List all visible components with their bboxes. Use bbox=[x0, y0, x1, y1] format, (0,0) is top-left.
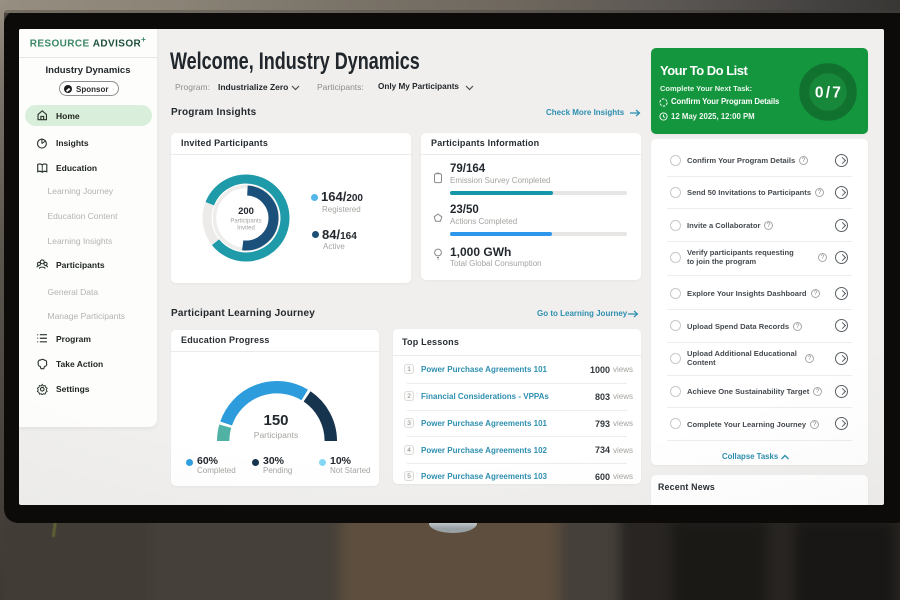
svg-text:200: 200 bbox=[238, 206, 254, 217]
svg-text:Invited: Invited bbox=[237, 225, 255, 231]
svg-text:Participants: Participants bbox=[230, 218, 261, 224]
svg-text:0/7: 0/7 bbox=[815, 85, 843, 102]
